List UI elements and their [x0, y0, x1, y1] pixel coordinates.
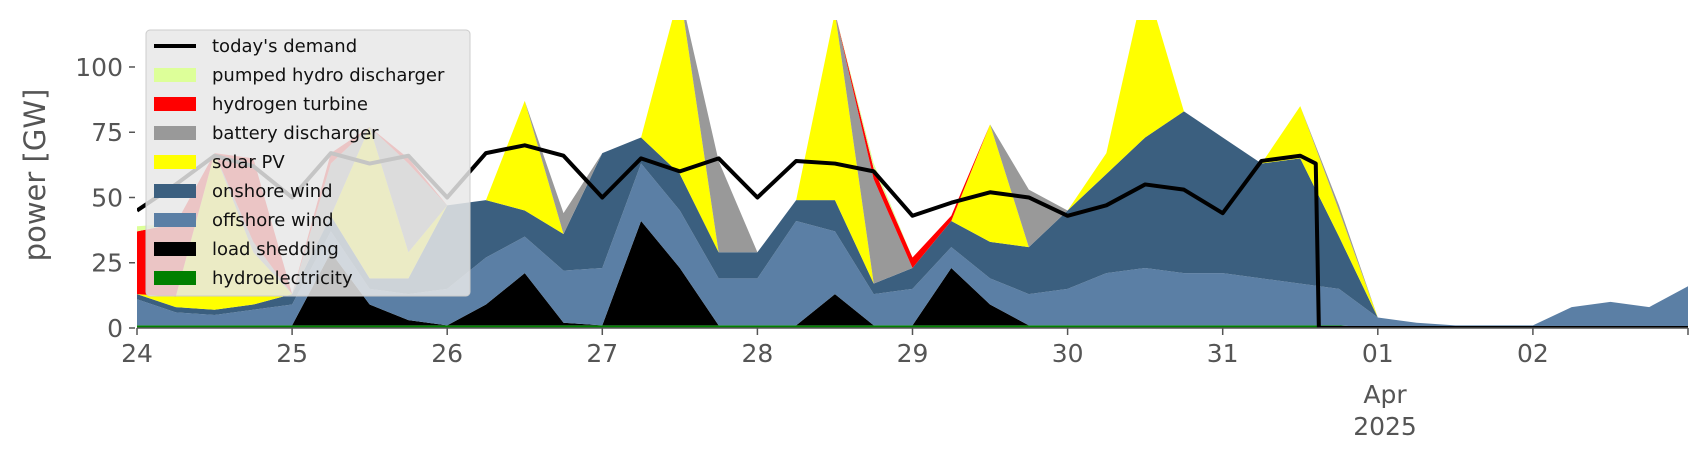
x-tick-label: 01: [1362, 339, 1394, 368]
legend-label: hydroelectricity: [212, 268, 353, 289]
area-onshore-wind: [137, 111, 1688, 326]
area-load-shedding: [137, 220, 1688, 328]
legend-item-battery-discharger: battery discharger: [154, 123, 379, 144]
y-axis-ticks: 0 25 50 75 100: [75, 53, 135, 343]
legend-item-offshore-wind: offshore wind: [154, 210, 334, 231]
x-tick-label: 31: [1207, 339, 1239, 368]
legend-label: today's demand: [212, 36, 357, 57]
x-tick-label: 02: [1517, 339, 1549, 368]
x-tick-month-label: Apr: [1363, 380, 1407, 409]
x-axis-ticks: 24 25 26 27 28 29 30 31 01 02: [121, 328, 1689, 368]
legend-swatch: [154, 155, 196, 169]
legend-item-hydrogen-turbine: hydrogen turbine: [154, 94, 368, 115]
legend-item-onshore-wind: onshore wind: [154, 181, 333, 202]
legend-item-solar-pv: solar PV: [154, 152, 285, 173]
legend-label: onshore wind: [212, 181, 333, 202]
x-tick-label: 28: [741, 339, 773, 368]
y-axis-label: power [GW]: [18, 89, 52, 262]
legend-label: battery discharger: [212, 123, 379, 144]
x-tick-label: 25: [276, 339, 308, 368]
x-tick-label: 24: [121, 339, 153, 368]
legend: today's demand pumped hydro discharger hyd…: [145, 29, 471, 297]
legend-swatch: [154, 126, 196, 140]
x-tick-label: 30: [1052, 339, 1084, 368]
x-tick-label: 29: [897, 339, 929, 368]
legend-label: solar PV: [212, 152, 285, 173]
legend-label: offshore wind: [212, 210, 334, 231]
legend-box: [145, 29, 471, 297]
x-tick-label: 26: [431, 339, 463, 368]
x-tick-label: 27: [586, 339, 618, 368]
y-tick-label: 75: [91, 118, 123, 147]
legend-swatch: [154, 184, 196, 198]
legend-swatch: [154, 213, 196, 227]
y-tick-label: 0: [107, 314, 123, 343]
y-tick-label: 100: [75, 53, 123, 82]
legend-swatch: [154, 97, 196, 111]
legend-item-hydroelectricity: hydroelectricity: [154, 268, 353, 289]
legend-swatch: [154, 271, 196, 285]
legend-item-today-s-demand: today's demand: [154, 36, 357, 57]
x-tick-year-label: 2025: [1353, 412, 1417, 441]
area-hydrogen-turbine: [137, 20, 1688, 326]
legend-swatch: [154, 68, 196, 82]
legend-swatch: [154, 242, 196, 256]
area-offshore-wind: [137, 163, 1688, 328]
chart-axes: 0 25 50 75 100 24 25 26 27 28 29 30 31 01 02 Apr 2025…: [18, 53, 1689, 441]
legend-item-pumped-hydro-discharger: pumped hydro discharger: [154, 65, 445, 86]
legend-items: today's demand pumped hydro discharger hyd…: [154, 36, 445, 289]
y-tick-label: 50: [91, 183, 123, 212]
legend-item-load-shedding: load shedding: [154, 239, 339, 260]
legend-label: pumped hydro discharger: [212, 65, 445, 86]
legend-label: hydrogen turbine: [212, 94, 368, 115]
y-tick-label: 25: [91, 249, 123, 278]
legend-label: load shedding: [212, 239, 339, 260]
